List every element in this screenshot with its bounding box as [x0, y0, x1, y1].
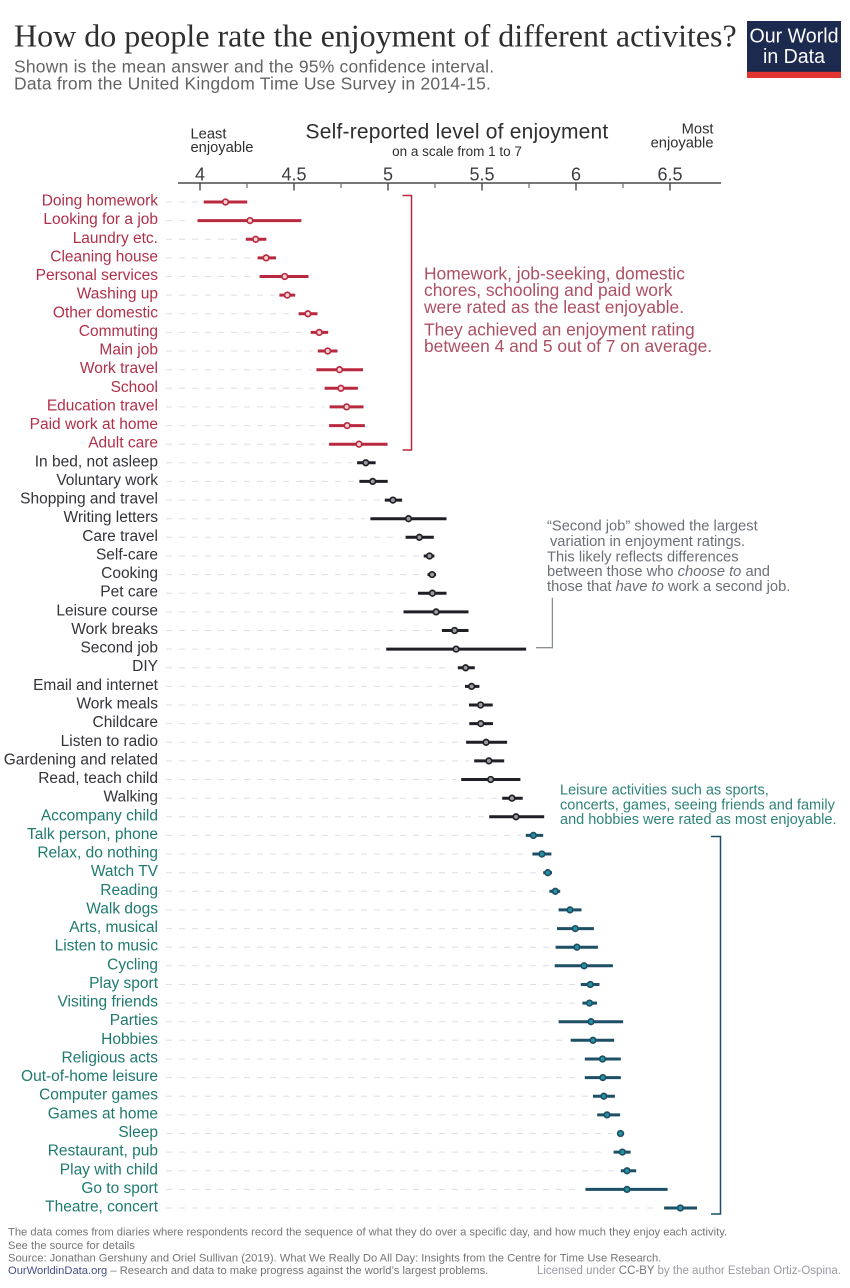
svg-text:Play with child: Play with child — [60, 1161, 158, 1178]
svg-text:Read, teach child: Read, teach child — [38, 770, 158, 787]
svg-text:This likely reflects differenc: This likely reflects differences — [547, 549, 739, 565]
svg-text:Our World: Our World — [750, 25, 839, 48]
svg-text:6: 6 — [571, 165, 581, 185]
svg-text:6.5: 6.5 — [657, 165, 682, 185]
svg-text:Self-reported level of enjoyme: Self-reported level of enjoyment — [306, 121, 609, 144]
svg-text:Religious acts: Religious acts — [62, 1050, 159, 1067]
svg-text:Licensed under CC-BY by the au: Licensed under CC-BY by the author Esteb… — [537, 1265, 841, 1277]
svg-text:Walk dogs: Walk dogs — [86, 900, 158, 917]
svg-text:variation in enjoyment ratings: variation in enjoyment ratings. — [547, 534, 745, 550]
svg-text:chores, schooling and paid wor: chores, schooling and paid work — [424, 280, 673, 300]
svg-text:Care travel: Care travel — [82, 528, 158, 545]
svg-text:Source: Jonathan Gershuny and: Source: Jonathan Gershuny and Oriel Sull… — [8, 1252, 661, 1264]
svg-text:in Data: in Data — [763, 45, 826, 68]
svg-text:Other domestic: Other domestic — [53, 304, 158, 321]
svg-text:The data comes from diaries wh: The data comes from diaries where respon… — [8, 1227, 727, 1239]
svg-text:Play sport: Play sport — [89, 975, 159, 992]
svg-text:Theatre, concert: Theatre, concert — [45, 1199, 159, 1216]
svg-text:Listen to music: Listen to music — [55, 938, 159, 955]
svg-text:Second job: Second job — [80, 640, 158, 657]
svg-text:Relax, do nothing: Relax, do nothing — [37, 845, 158, 862]
svg-text:Doing homework: Doing homework — [42, 193, 159, 210]
svg-text:Laundry etc.: Laundry etc. — [73, 230, 158, 247]
svg-text:Gardening and related: Gardening and related — [4, 751, 158, 768]
svg-text:Sleep: Sleep — [118, 1124, 158, 1141]
svg-text:those that have to work a seco: those that have to work a second job. — [547, 579, 790, 595]
svg-text:Paid work at home: Paid work at home — [30, 416, 158, 433]
svg-text:Education travel: Education travel — [47, 397, 158, 414]
svg-text:Listen to radio: Listen to radio — [61, 733, 158, 750]
svg-text:Hobbies: Hobbies — [101, 1031, 158, 1048]
svg-text:Email and internet: Email and internet — [33, 677, 159, 694]
svg-text:and hobbies were rated as most: and hobbies were rated as most enjoyable… — [560, 812, 836, 828]
svg-text:Personal services: Personal services — [36, 267, 159, 284]
svg-text:Homework, job-seeking, domesti: Homework, job-seeking, domestic — [424, 264, 685, 284]
svg-text:Visiting friends: Visiting friends — [57, 994, 158, 1011]
svg-text:enjoyable: enjoyable — [651, 136, 714, 152]
svg-text:Shown is the mean answer and t: Shown is the mean answer and the 95% con… — [14, 57, 494, 77]
svg-text:enjoyable: enjoyable — [191, 140, 254, 156]
svg-text:Main job: Main job — [99, 342, 158, 359]
svg-text:Data from the United Kingdom T: Data from the United Kingdom Time Use Su… — [14, 73, 491, 93]
svg-text:OurWorldinData.org – Research: OurWorldinData.org – Research and data t… — [8, 1265, 488, 1277]
svg-text:Pet care: Pet care — [100, 584, 158, 601]
svg-text:See the source for details: See the source for details — [8, 1240, 135, 1252]
svg-text:5: 5 — [383, 165, 393, 185]
svg-text:Restaurant, pub: Restaurant, pub — [48, 1143, 158, 1160]
svg-text:Work breaks: Work breaks — [71, 621, 158, 638]
svg-text:4.5: 4.5 — [281, 165, 306, 185]
svg-text:Reading: Reading — [100, 882, 158, 899]
svg-text:Games at home: Games at home — [48, 1105, 158, 1122]
svg-text:Commuting: Commuting — [79, 323, 158, 340]
svg-text:Out-of-home leisure: Out-of-home leisure — [21, 1068, 158, 1085]
svg-text:School: School — [111, 379, 158, 396]
svg-text:Leisure course: Leisure course — [56, 602, 158, 619]
svg-text:They achieved an enjoyment rat: They achieved an enjoyment rating — [424, 320, 695, 340]
svg-text:Cycling: Cycling — [107, 956, 158, 973]
svg-text:Talk person, phone: Talk person, phone — [27, 826, 158, 843]
svg-text:Watch TV: Watch TV — [91, 863, 159, 880]
svg-text:Work meals: Work meals — [76, 696, 158, 713]
svg-text:Parties: Parties — [110, 1012, 158, 1029]
svg-text:were rated as the least enjoya: were rated as the least enjoyable. — [423, 297, 684, 317]
svg-text:between 4 and 5 out of 7 on av: between 4 and 5 out of 7 on average. — [424, 336, 712, 356]
svg-text:Washing up: Washing up — [77, 286, 158, 303]
svg-text:“Second job” showed the larges: “Second job” showed the largest — [547, 519, 758, 535]
svg-text:Arts, musical: Arts, musical — [69, 919, 158, 936]
svg-text:Work travel: Work travel — [80, 360, 158, 377]
svg-text:Cleaning house: Cleaning house — [50, 248, 158, 265]
svg-text:Least: Least — [191, 127, 227, 143]
svg-text:4: 4 — [195, 165, 205, 185]
svg-text:between those who choose to an: between those who choose to and — [547, 564, 770, 580]
svg-text:Voluntary work: Voluntary work — [56, 472, 158, 489]
svg-text:on a scale from 1 to 7: on a scale from 1 to 7 — [392, 144, 522, 159]
svg-text:Computer games: Computer games — [39, 1087, 158, 1104]
svg-text:Looking for a job: Looking for a job — [43, 211, 158, 228]
svg-text:Leisure activities such as spo: Leisure activities such as sports, — [560, 783, 769, 799]
svg-text:How do people rate the enjoyme: How do people rate the enjoyment of diff… — [14, 18, 737, 54]
svg-text:Writing letters: Writing letters — [64, 509, 159, 526]
svg-text:Adult care: Adult care — [88, 435, 158, 452]
svg-text:Shopping and travel: Shopping and travel — [20, 491, 158, 508]
svg-text:In bed, not asleep: In bed, not asleep — [35, 453, 158, 470]
svg-text:Go to sport: Go to sport — [81, 1180, 158, 1197]
svg-text:Accompany child: Accompany child — [41, 807, 158, 824]
svg-text:Most: Most — [682, 122, 714, 138]
svg-text:DIY: DIY — [132, 658, 158, 675]
svg-text:Walking: Walking — [103, 789, 158, 806]
svg-text:concerts, games, seeing friend: concerts, games, seeing friends and fami… — [560, 797, 836, 813]
svg-text:Cooking: Cooking — [101, 565, 158, 582]
svg-text:Self-care: Self-care — [96, 547, 158, 564]
svg-text:5.5: 5.5 — [469, 165, 494, 185]
svg-text:Childcare: Childcare — [93, 714, 158, 731]
